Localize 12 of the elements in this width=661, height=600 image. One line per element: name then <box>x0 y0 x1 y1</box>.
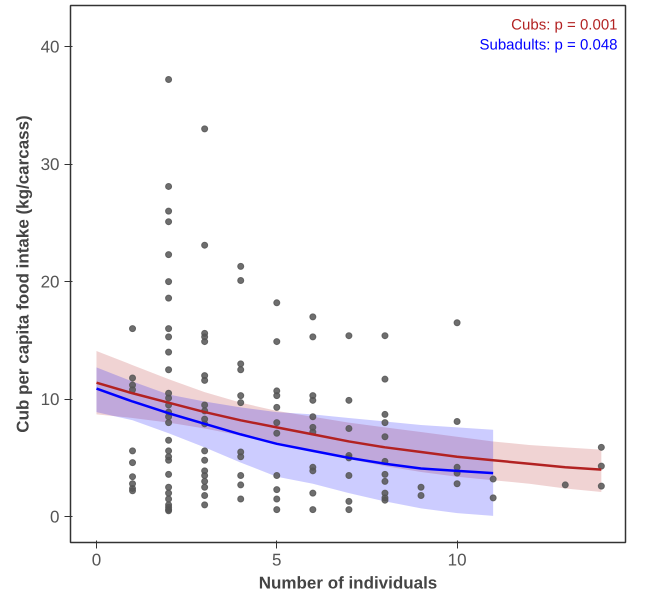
y-tick-label: 10 <box>40 390 60 410</box>
y-tick-label: 30 <box>40 155 60 174</box>
y-tick-label: 20 <box>40 272 60 292</box>
y-axis-title: Cub per capita food intake (kg/carcass) <box>14 115 33 433</box>
x-tick-label: 10 <box>448 550 467 570</box>
x-tick-label: 0 <box>92 550 102 570</box>
annotation: Subadults: p = 0.048 <box>479 36 618 54</box>
x-tick-label: 5 <box>272 550 282 570</box>
annotation: Cubs: p = 0.001 <box>511 16 618 34</box>
y-tick-label: 0 <box>50 508 60 527</box>
y-tick-label: 40 <box>40 38 60 57</box>
x-axis-title: Number of individuals <box>258 574 438 592</box>
